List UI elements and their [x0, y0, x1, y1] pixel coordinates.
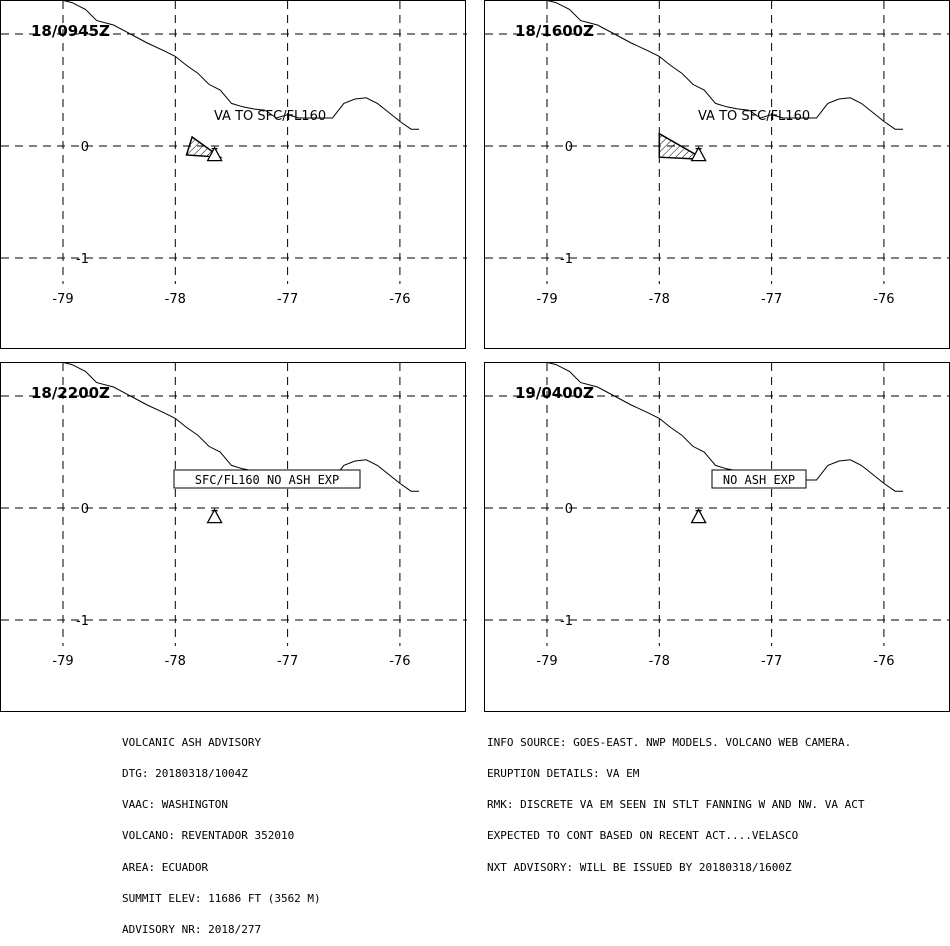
map-0400z: -79 -78 -77 -76 0 -1 19/0400Z NO ASH EXP	[485, 361, 950, 669]
advisory-number: ADVISORY NR: 2018/277	[122, 923, 262, 937]
longitude-tick-label: -77	[761, 654, 782, 669]
longitude-tick-label: -76	[873, 292, 894, 307]
map-1600z: -79 -78 -77 -76 0 -1 18/1600Z VA TO SFC/FL160	[485, 0, 950, 307]
ash-status-label: NO ASH EXP	[723, 473, 795, 487]
longitude-tick-label: -78	[649, 292, 670, 307]
ash-altitude-label: VA TO SFC/FL160	[214, 109, 326, 124]
volcano-icon	[206, 508, 223, 524]
longitude-tick-label: -79	[52, 654, 73, 669]
longitude-tick-label: -77	[761, 292, 782, 307]
border-line	[546, 0, 903, 130]
forecast-time-label: 18/0945Z	[31, 22, 110, 40]
latitude-tick-label: -1	[560, 252, 573, 267]
ash-status-label: SFC/FL160 NO ASH EXP	[195, 473, 340, 487]
volcano-icon	[690, 508, 707, 524]
advisory-info-source: INFO SOURCE: GOES-EAST. NWP MODELS. VOLC…	[487, 735, 852, 749]
longitude-tick-label: -76	[389, 292, 410, 307]
longitude-tick-label: -76	[873, 654, 894, 669]
advisory-remark: RMK: DISCRETE VA EM SEEN IN STLT FANNING…	[487, 798, 865, 812]
forecast-time-label: 18/1600Z	[515, 22, 594, 40]
latitude-tick-label: -1	[76, 614, 89, 629]
longitude-tick-label: -77	[277, 654, 298, 669]
longitude-tick-label: -77	[277, 292, 298, 307]
advisory-remark-cont: EXPECTED TO CONT BASED ON RECENT ACT....…	[487, 829, 799, 843]
longitude-tick-label: -78	[165, 654, 186, 669]
ash-altitude-label: VA TO SFC/FL160	[698, 109, 810, 124]
advisory-volcano: VOLCANO: REVENTADOR 352010	[122, 829, 295, 843]
advisory-title: VOLCANIC ASH ADVISORY	[122, 735, 262, 749]
advisory-info-left: VOLCANIC ASH ADVISORY DTG: 20180318/1004…	[122, 717, 321, 946]
advisory-info-right: INFO SOURCE: GOES-EAST. NWP MODELS. VOLC…	[487, 717, 865, 883]
forecast-panel-1600z: -79 -78 -77 -76 0 -1 18/1600Z VA TO SFC/FL160	[484, 0, 950, 349]
latitude-tick-label: 0	[81, 502, 89, 517]
border-line	[62, 0, 419, 130]
forecast-time-label: 18/2200Z	[31, 384, 110, 402]
longitude-tick-label: -79	[52, 292, 73, 307]
ash-cloud-area	[658, 132, 705, 161]
advisory-dtg: DTG: 20180318/1004Z	[122, 767, 248, 781]
forecast-panel-0945z: -79 -78 -77 -76 0 -1 18/0945Z VA TO SFC/FL160	[0, 0, 467, 349]
forecast-panel-0400z: -79 -78 -77 -76 0 -1 19/0400Z NO ASH EXP	[484, 361, 950, 712]
advisory-label-box	[711, 469, 807, 489]
advisory-eruption-details: ERUPTION DETAILS: VA EM	[487, 767, 640, 781]
advisory-vaac: VAAC: WASHINGTON	[122, 798, 228, 812]
volcano-icon	[206, 146, 223, 162]
latitude-tick-label: -1	[560, 614, 573, 629]
longitude-tick-label: -79	[536, 292, 557, 307]
longitude-tick-label: -78	[165, 292, 186, 307]
latitude-tick-label: -1	[76, 252, 89, 267]
longitude-tick-label: -78	[649, 654, 670, 669]
latitude-tick-label: 0	[81, 140, 89, 155]
forecast-panel-2200z: -79 -78 -77 -76 0 -1 18/2200Z SFC/FL160 NO ASH …	[0, 361, 467, 712]
map-0945z: -79 -78 -77 -76 0 -1 18/0945Z VA TO SFC/FL160	[1, 0, 467, 307]
volcano-icon	[690, 146, 707, 162]
longitude-tick-label: -79	[536, 654, 557, 669]
advisory-next: NXT ADVISORY: WILL BE ISSUED BY 20180318…	[487, 860, 792, 874]
forecast-time-label: 19/0400Z	[515, 384, 594, 402]
advisory-area: AREA: ECUADOR	[122, 860, 209, 874]
longitude-tick-label: -76	[389, 654, 410, 669]
map-2200z: -79 -78 -77 -76 0 -1 18/2200Z SFC/FL160 NO ASH …	[1, 361, 467, 669]
advisory-label-box	[173, 469, 361, 489]
advisory-summit-elev: SUMMIT ELEV: 11686 FT (3562 M)	[122, 891, 321, 905]
latitude-tick-label: 0	[565, 502, 573, 517]
latitude-tick-label: 0	[565, 140, 573, 155]
